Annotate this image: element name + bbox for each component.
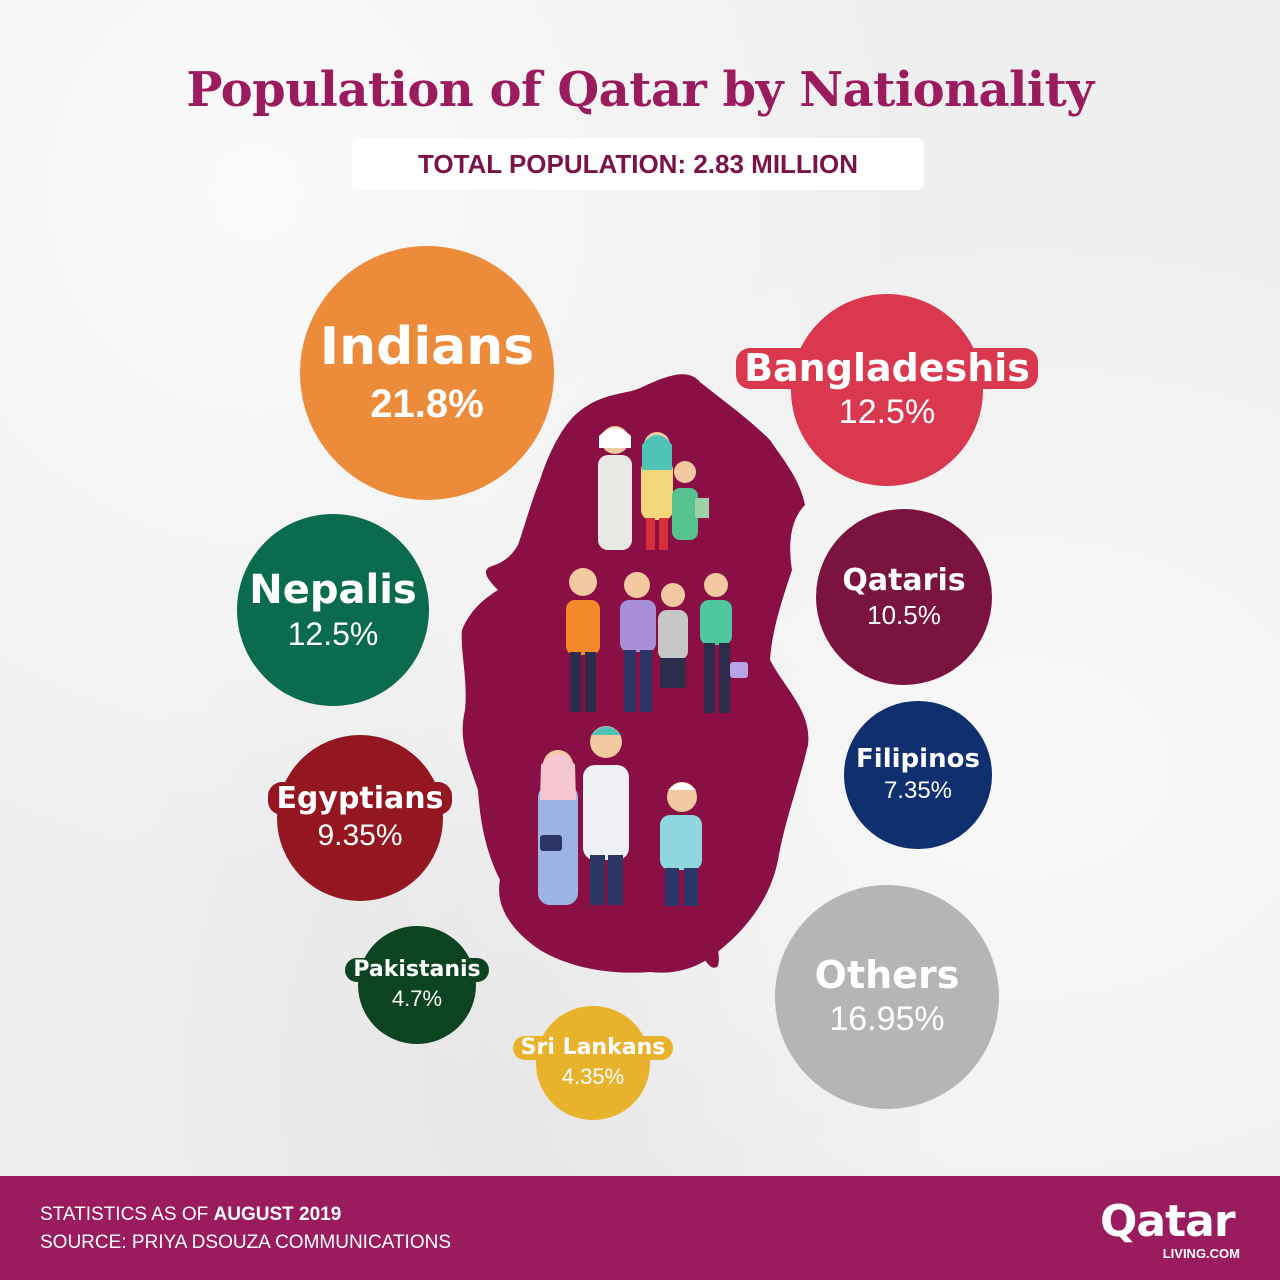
bubble-value: 16.95% bbox=[829, 1000, 945, 1039]
bubble-value: 4.35% bbox=[561, 1064, 625, 1090]
bubble-value: 10.5% bbox=[867, 599, 941, 630]
bubble-value: 4.7% bbox=[391, 986, 443, 1012]
qatar-living-logo[interactable]: Qatar LIVING.COM bbox=[1100, 1196, 1240, 1262]
family-group-middle-icon bbox=[566, 568, 748, 713]
bubble-filipinos: Filipinos 7.35% bbox=[844, 701, 992, 849]
bubble-label: Filipinos bbox=[848, 745, 988, 774]
bubble-label: Nepalis bbox=[249, 566, 417, 613]
bubble-label: Bangladeshis bbox=[736, 347, 1038, 390]
family-group-top-icon bbox=[598, 426, 709, 550]
total-population-badge: TOTAL POPULATION: 2.83 MILLION bbox=[352, 138, 924, 190]
footer-bar: STATISTICS AS OF AUGUST 2019 SOURCE: PRI… bbox=[0, 1176, 1280, 1280]
bubble-label: Others bbox=[814, 952, 960, 997]
logo-word: Qatar bbox=[1100, 1196, 1236, 1247]
bubble-bangladeshis: Bangladeshis 12.5% bbox=[736, 293, 1038, 487]
bubble-label: Egyptians bbox=[268, 782, 452, 816]
bubble-label: Indians bbox=[319, 317, 535, 378]
bubble-others: Others 16.95% bbox=[775, 885, 999, 1109]
bubble-label: Qataris bbox=[842, 562, 966, 598]
bubble-value: 9.35% bbox=[317, 819, 403, 853]
bubble-pakistanis: Pakistanis 4.7% bbox=[345, 926, 489, 1044]
bubble-qataris: Qataris 10.5% bbox=[815, 508, 993, 686]
family-group-bottom-icon bbox=[538, 726, 702, 906]
bubble-value: 12.5% bbox=[838, 393, 936, 432]
logo-sub: LIVING.COM bbox=[1162, 1246, 1240, 1261]
stats-date-line: STATISTICS AS OF AUGUST 2019 bbox=[40, 1204, 341, 1226]
bubble-egyptians: Egyptians 9.35% bbox=[268, 734, 452, 902]
bubble-sri-lankans: Sri Lankans 4.35% bbox=[512, 1006, 674, 1120]
total-population-text: TOTAL POPULATION: 2.83 MILLION bbox=[417, 148, 859, 179]
qatar-map-islet bbox=[520, 621, 552, 643]
stats-date: AUGUST 2019 bbox=[213, 1204, 342, 1225]
qatar-map-illustration bbox=[461, 374, 809, 973]
qatar-map-islet bbox=[700, 937, 719, 968]
bubble-nepalis: Nepalis 12.5% bbox=[236, 513, 430, 707]
bubble-value: 7.35% bbox=[883, 777, 953, 805]
bubble-value: 21.8% bbox=[370, 381, 484, 426]
stats-prefix: STATISTICS AS OF bbox=[40, 1204, 214, 1225]
source-line: SOURCE: PRIYA DSOUZA COMMUNICATIONS bbox=[40, 1232, 452, 1253]
bubble-label: Pakistanis bbox=[345, 958, 489, 983]
chart-title: Population of Qatar by Nationality bbox=[186, 62, 1094, 118]
bubble-indians: Indians 21.8% bbox=[300, 246, 554, 500]
bubble-value: 12.5% bbox=[287, 615, 379, 652]
bubble-label: Sri Lankans bbox=[512, 1036, 674, 1061]
